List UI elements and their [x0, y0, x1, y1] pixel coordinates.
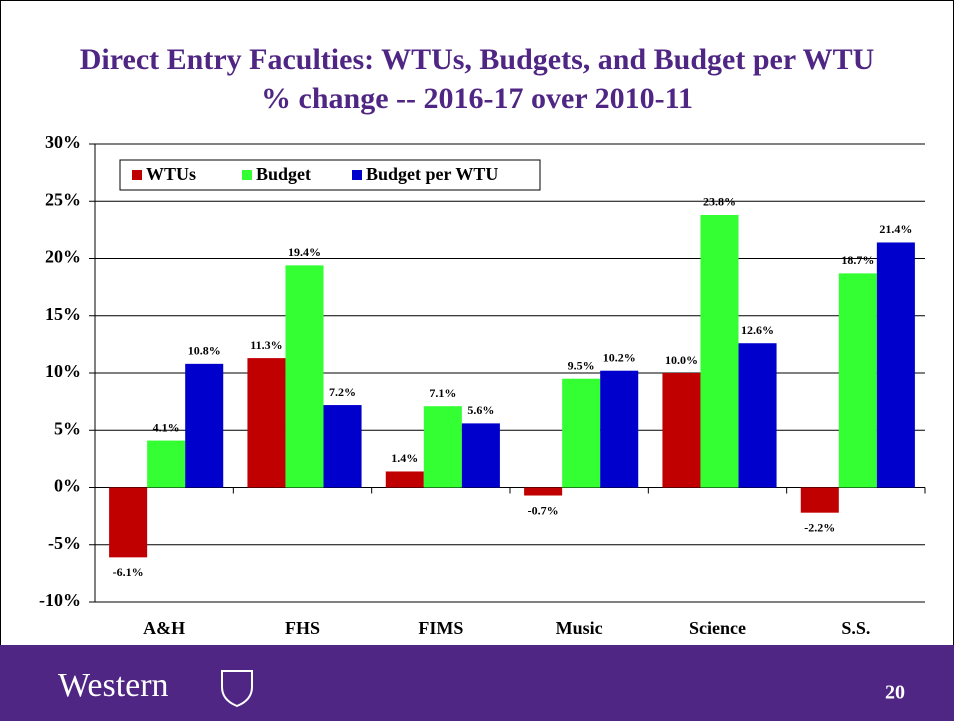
- y-tick-label: 20%: [45, 247, 81, 267]
- legend-label: Budget: [256, 164, 311, 184]
- data-label: 7.2%: [329, 385, 356, 399]
- bar: [147, 440, 186, 488]
- footer-logo: Western: [58, 667, 169, 704]
- bar: [524, 487, 563, 496]
- bar: [323, 405, 362, 488]
- bar: [876, 242, 915, 488]
- bar: [800, 487, 839, 513]
- x-tick-label: A&H: [143, 618, 185, 638]
- data-label: 10.2%: [603, 350, 636, 364]
- chart-subtitle: % change -- 2016-17 over 2010-11: [261, 82, 693, 115]
- data-label: 7.1%: [429, 386, 456, 400]
- bar: [185, 363, 224, 488]
- data-label: -6.1%: [113, 565, 144, 579]
- x-tick-label: Music: [556, 618, 603, 638]
- data-label: 18.7%: [841, 253, 874, 267]
- bar: [385, 471, 424, 488]
- data-label: 19.4%: [288, 245, 321, 259]
- data-label: 1.4%: [391, 451, 418, 465]
- y-tick-label: -5%: [48, 533, 81, 553]
- bar: [247, 358, 286, 488]
- bar: [285, 265, 324, 488]
- y-tick-label: 25%: [45, 189, 81, 209]
- legend-box: [119, 159, 541, 191]
- legend-swatch: [242, 170, 252, 180]
- x-tick-label: S.S.: [841, 618, 870, 638]
- y-tick-label: 10%: [45, 361, 81, 381]
- legend-label: Budget per WTU: [366, 164, 498, 184]
- data-label: 4.1%: [153, 420, 180, 434]
- data-label: 10.0%: [665, 353, 698, 367]
- bar: [423, 406, 462, 488]
- data-label: 23.8%: [703, 195, 736, 209]
- bar: [700, 214, 739, 488]
- bar: [461, 423, 500, 488]
- chart-title: Direct Entry Faculties: WTUs, Budgets, a…: [80, 43, 875, 76]
- data-label: 5.6%: [467, 403, 494, 417]
- data-label: -0.7%: [528, 503, 559, 517]
- bar: [662, 373, 701, 488]
- bar: [562, 378, 601, 488]
- x-tick-label: Science: [689, 618, 746, 638]
- x-tick-label: FIMS: [418, 618, 463, 638]
- page-number: 20: [885, 682, 905, 704]
- y-tick-label: -10%: [39, 590, 81, 610]
- data-label: 21.4%: [879, 222, 912, 236]
- x-tick-label: FHS: [285, 618, 320, 638]
- legend-label: WTUs: [146, 164, 196, 184]
- data-label: -2.2%: [804, 520, 835, 534]
- y-tick-label: 30%: [45, 132, 81, 152]
- bar: [109, 487, 148, 558]
- y-tick-label: 5%: [54, 418, 81, 438]
- bar: [838, 273, 877, 488]
- bar: [738, 343, 777, 488]
- data-label: 12.6%: [741, 323, 774, 337]
- data-label: 10.8%: [188, 344, 221, 358]
- data-label: 11.3%: [250, 338, 282, 352]
- legend-swatch: [352, 170, 362, 180]
- y-tick-label: 15%: [45, 304, 81, 324]
- legend-swatch: [132, 170, 142, 180]
- bar: [600, 370, 639, 488]
- y-tick-label: 0%: [54, 476, 81, 496]
- logo-crest: [221, 670, 253, 708]
- data-label: 9.5%: [568, 358, 595, 372]
- footer-band: [0, 645, 954, 721]
